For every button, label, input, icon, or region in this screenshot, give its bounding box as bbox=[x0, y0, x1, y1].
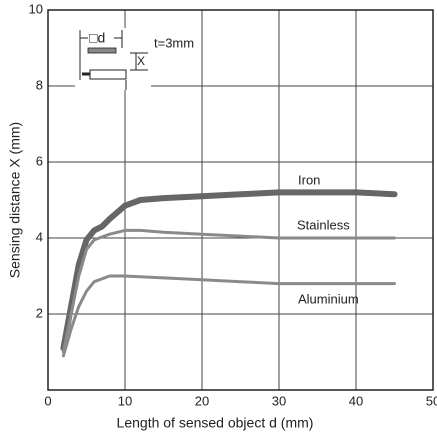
x-tick-label: 10 bbox=[118, 393, 132, 408]
plot-frame bbox=[47, 9, 434, 391]
inset-label: X bbox=[137, 54, 145, 68]
inset-label: □d bbox=[89, 30, 105, 46]
y-tick-label: 6 bbox=[36, 153, 43, 168]
series-line bbox=[61, 274, 396, 358]
y-tick-label: 2 bbox=[36, 305, 43, 320]
x-tick-label: 40 bbox=[349, 393, 363, 408]
inset-diagram bbox=[75, 28, 151, 90]
y-tick-label: 10 bbox=[29, 1, 43, 16]
x-tick-label: 0 bbox=[44, 393, 51, 408]
series-label: Aluminium bbox=[298, 291, 359, 306]
series-line bbox=[61, 228, 396, 354]
series-label: Iron bbox=[298, 172, 320, 187]
x-tick-label: 50 bbox=[426, 393, 437, 408]
x-axis-label: Length of sensed object d (mm) bbox=[117, 415, 314, 431]
x-tick-label: 20 bbox=[195, 393, 209, 408]
y-tick-label: 4 bbox=[36, 229, 43, 244]
y-axis-label: Sensing distance X (mm) bbox=[7, 122, 23, 278]
series-line bbox=[60, 189, 398, 352]
inset-label: t=3mm bbox=[154, 35, 194, 50]
series-label: Stainless bbox=[297, 217, 350, 232]
x-tick-label: 30 bbox=[272, 393, 286, 408]
y-tick-label: 8 bbox=[36, 77, 43, 92]
